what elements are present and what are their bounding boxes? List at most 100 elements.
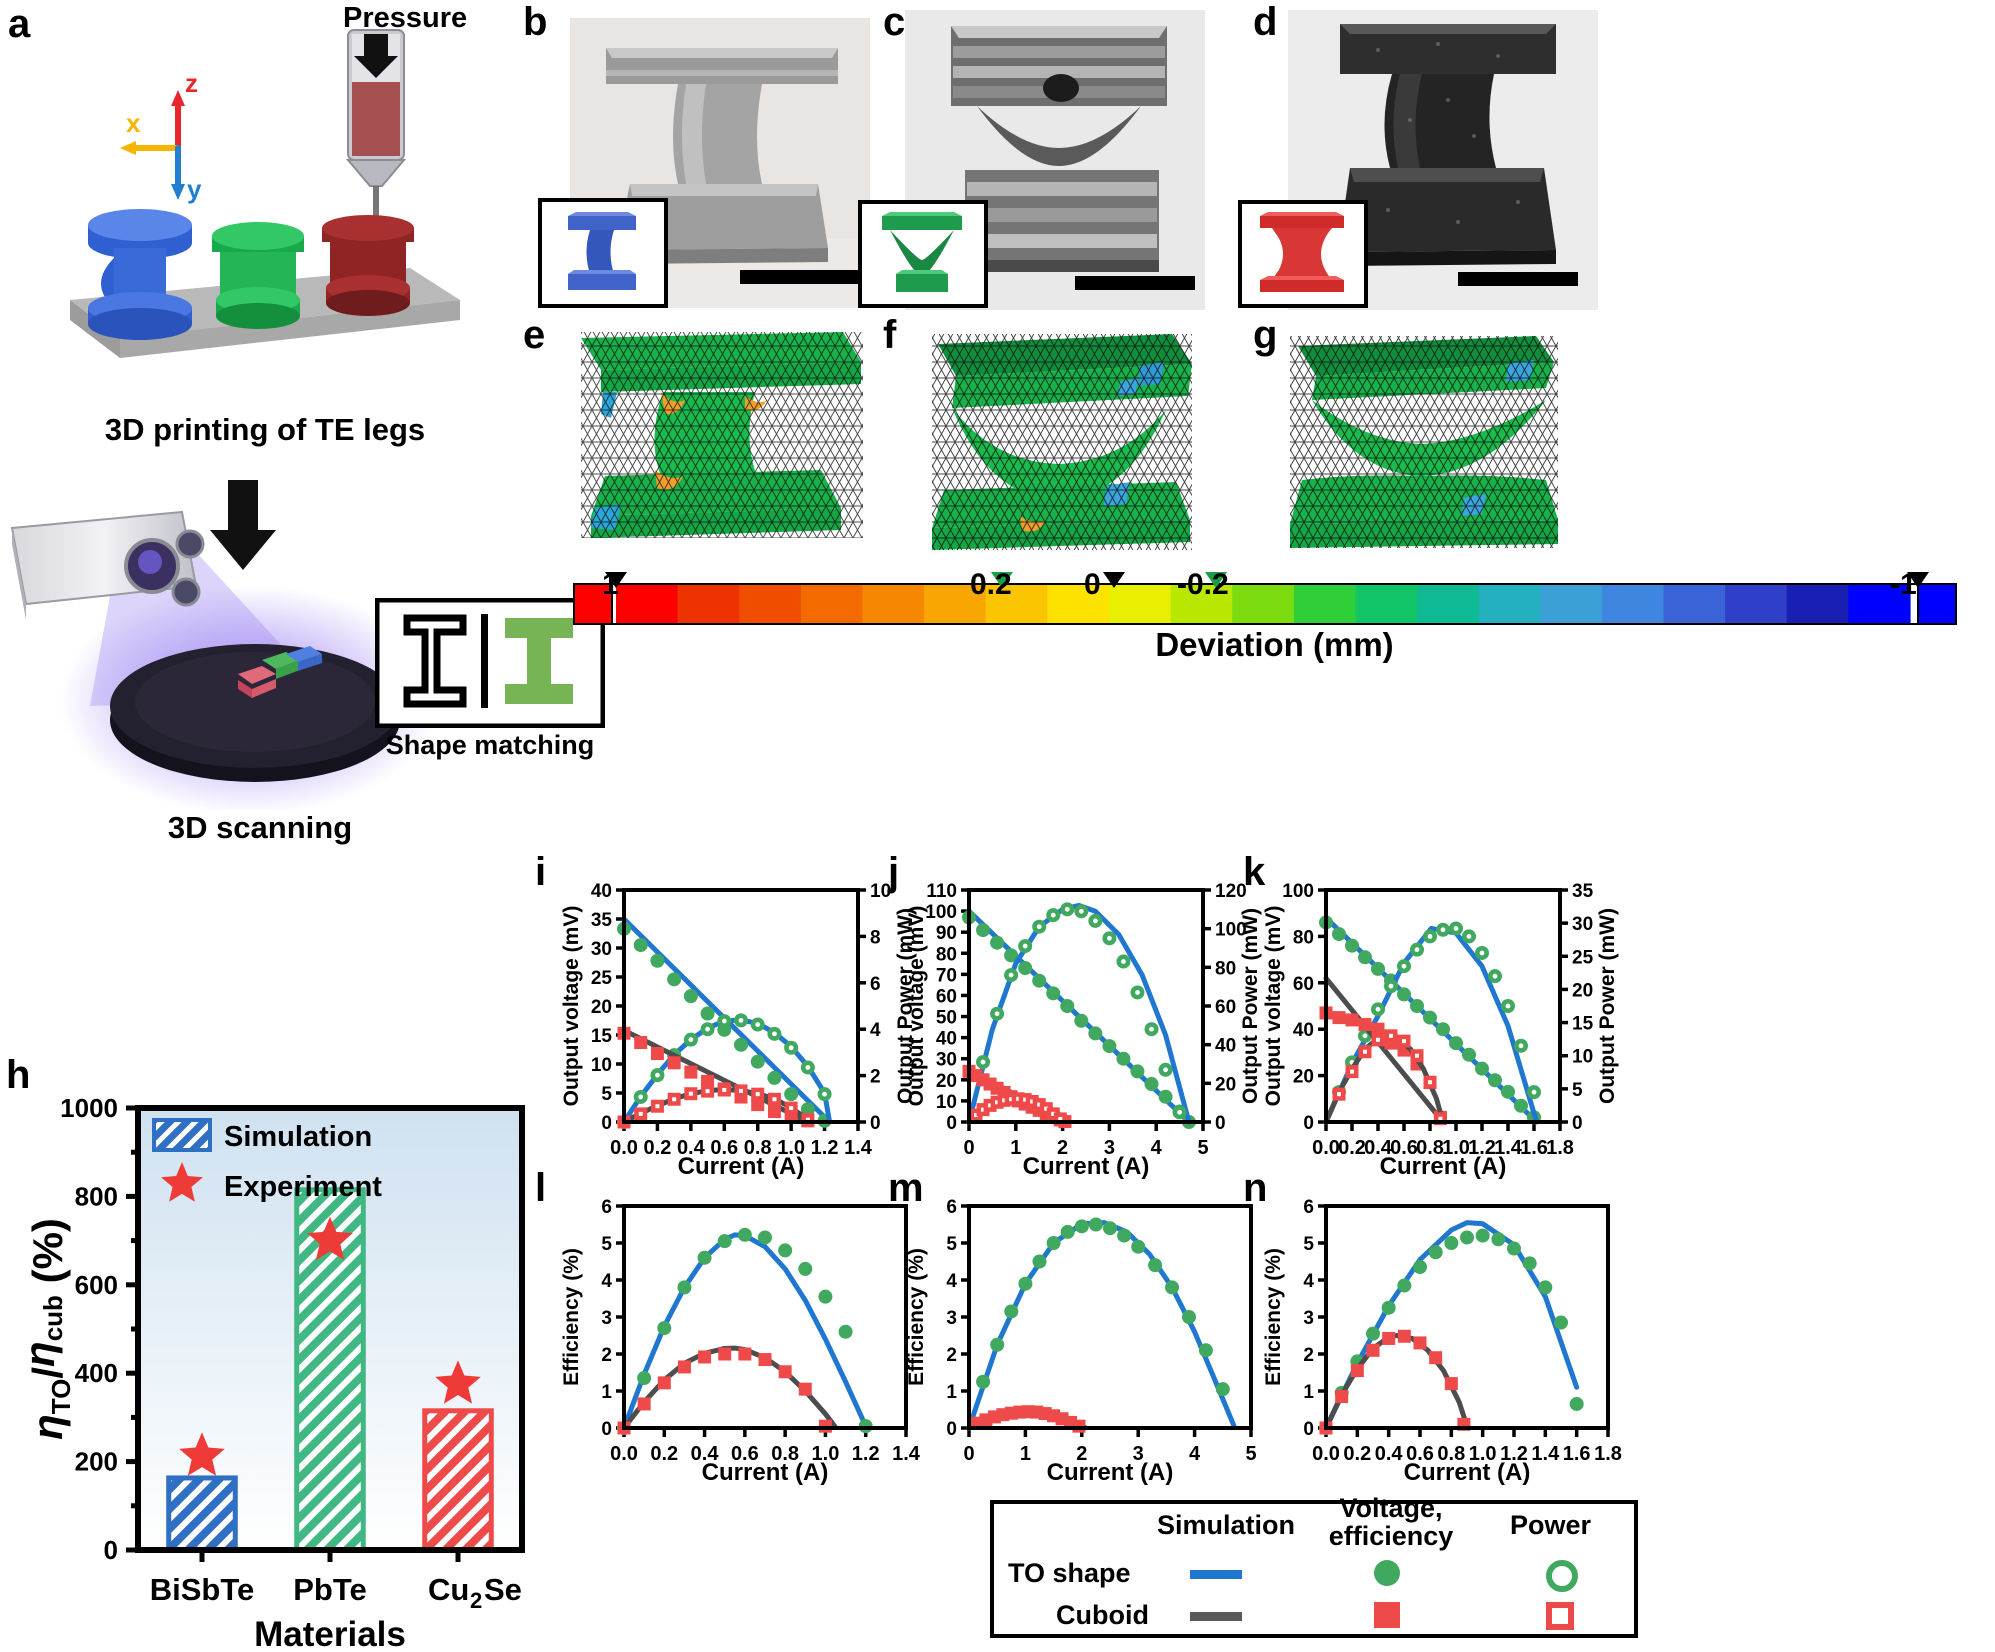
- schematic-3d-scanning: [10, 480, 440, 810]
- svg-text:0.0: 0.0: [610, 1137, 638, 1159]
- svg-text:Efficiency (%): Efficiency (%): [905, 1248, 928, 1386]
- mesh-model-g: [1290, 336, 1558, 548]
- inset-model-red: [1238, 200, 1368, 308]
- cb-tick-m1: -1: [1890, 568, 1917, 601]
- legend-header-voltage-line1: Voltage,: [1339, 1493, 1443, 1523]
- data-point: [1449, 1036, 1463, 1051]
- legend-line-to-shape: [1190, 1570, 1242, 1579]
- data-point: [1130, 1064, 1145, 1079]
- legend-header-voltage-line2: efficiency: [1328, 1521, 1454, 1552]
- svg-text:0: 0: [963, 1137, 974, 1159]
- svg-text:8: 8: [870, 927, 881, 948]
- svg-text:20: 20: [1572, 980, 1593, 1001]
- chart-l[interactable]: 0 1 2 3 4 5 6 0.0 0.2 0.4 0.6 0.8 1.0 1.2 1.4 Current (…: [560, 1196, 920, 1486]
- experiment-star-BiSbTe: [179, 1432, 225, 1476]
- panel-label-g: g: [1253, 313, 1278, 357]
- experiment-star-PbTe: [307, 1216, 353, 1261]
- panel-label-j: j: [888, 850, 900, 894]
- svg-text:0.2: 0.2: [650, 1443, 678, 1465]
- svg-text:0: 0: [946, 1419, 957, 1440]
- svg-text:0.8: 0.8: [1416, 1137, 1444, 1159]
- svg-text:6: 6: [601, 1197, 612, 1218]
- data-point: [637, 1397, 651, 1411]
- svg-text:0.8: 0.8: [771, 1443, 799, 1465]
- data-point: [1046, 1236, 1061, 1250]
- data-point: [1332, 927, 1346, 942]
- legend-marker-filled-green: [1374, 1560, 1400, 1586]
- svg-text:5: 5: [1197, 1137, 1208, 1159]
- data-point: [1088, 1217, 1103, 1232]
- chart-m[interactable]: 0 1 2 3 4 5 6 0 1 2 3 4 5 Current (A) Efficiency (%): [905, 1196, 1265, 1486]
- data-point: [1335, 1390, 1349, 1404]
- chart-k[interactable]: 0 20 40 60 80 100 0 5 10 15 20 25 30 35 0.00.20.40.60.…: [1262, 880, 1622, 1180]
- svg-text:200: 200: [75, 1447, 118, 1477]
- svg-text:0.2: 0.2: [1343, 1443, 1371, 1465]
- svg-text:1.0: 1.0: [777, 1137, 805, 1159]
- data-point: [758, 1230, 772, 1245]
- data-point: [1004, 1304, 1019, 1319]
- svg-text:6: 6: [946, 1197, 957, 1218]
- data-point: [1158, 1089, 1173, 1104]
- data-point: [1429, 1351, 1443, 1365]
- cb-tick-1: 1: [602, 568, 619, 601]
- svg-text:1.2: 1.2: [811, 1137, 839, 1159]
- data-point: [1131, 1239, 1146, 1254]
- data-point: [798, 1261, 813, 1276]
- data-point: [700, 1006, 715, 1021]
- svg-text:600: 600: [75, 1270, 118, 1300]
- data-point: [1444, 1236, 1459, 1250]
- svg-text:Current (A): Current (A): [702, 1459, 829, 1486]
- svg-text:110: 110: [926, 881, 957, 902]
- cb-tick-0p2: 0.2: [970, 568, 1012, 601]
- svg-text:1.4: 1.4: [1531, 1443, 1560, 1465]
- axis-label-z: z: [185, 68, 198, 98]
- svg-text:90: 90: [936, 923, 957, 944]
- svg-text:0.4: 0.4: [691, 1443, 720, 1465]
- svg-text:Output Power (mW): Output Power (mW): [1239, 908, 1262, 1104]
- data-point: [1117, 1228, 1132, 1243]
- chart-j[interactable]: 0102030405060708090100110020406080100120…: [905, 880, 1265, 1180]
- svg-text:40: 40: [591, 881, 612, 902]
- data-point: [1165, 1280, 1180, 1295]
- svg-text:80: 80: [936, 944, 957, 965]
- svg-text:Current (A): Current (A): [1047, 1459, 1174, 1486]
- data-point: [1103, 1221, 1117, 1236]
- data-point: [758, 1353, 772, 1367]
- svg-text:40: 40: [1293, 1020, 1314, 1041]
- svg-text:0.4: 0.4: [677, 1137, 706, 1159]
- data-point: [734, 1037, 748, 1052]
- svg-text:Current (A): Current (A): [1023, 1153, 1150, 1180]
- svg-text:100: 100: [925, 902, 957, 923]
- svg-text:60: 60: [1293, 974, 1314, 995]
- data-point: [990, 1337, 1005, 1352]
- data-point: [1032, 1254, 1047, 1269]
- svg-text:4: 4: [1189, 1443, 1201, 1465]
- svg-text:10: 10: [1572, 1047, 1593, 1068]
- svg-text:PbTe: PbTe: [293, 1572, 367, 1607]
- svg-text:1.2: 1.2: [1500, 1443, 1528, 1465]
- svg-text:Efficiency (%): Efficiency (%): [1262, 1248, 1285, 1386]
- chart-n[interactable]: 0 1 2 3 4 5 6 0.0 0.2 0.4 0.6 0.8 1.0 1.2 1.4 1.6 1.8 Cur…: [1262, 1196, 1622, 1486]
- data-point: [683, 989, 698, 1004]
- svg-text:4: 4: [1151, 1137, 1163, 1159]
- data-point: [1428, 1245, 1443, 1260]
- svg-text:4: 4: [870, 1020, 881, 1041]
- svg-text:1.8: 1.8: [1594, 1443, 1622, 1465]
- legend-marker-open-green: [1546, 1560, 1578, 1592]
- svg-text:20: 20: [591, 997, 612, 1018]
- panel-label-f: f: [883, 313, 897, 357]
- svg-text:0.0: 0.0: [1312, 1137, 1340, 1159]
- data-point: [1350, 1364, 1364, 1378]
- data-point: [818, 1289, 833, 1304]
- svg-text:25: 25: [1572, 947, 1594, 968]
- inset-model-blue: [538, 198, 668, 308]
- data-point: [767, 1070, 782, 1085]
- data-point: [1538, 1280, 1553, 1295]
- svg-text:0: 0: [870, 1113, 881, 1134]
- svg-text:0.2: 0.2: [644, 1137, 672, 1159]
- svg-text:Experiment: Experiment: [224, 1171, 382, 1203]
- svg-text:60: 60: [1215, 997, 1236, 1018]
- bar-chart-h[interactable]: 0 200 400 600 800 1000 BiSbTe PbTe Cu 2 Se Simulati…: [20, 1090, 540, 1650]
- legend-row-label-cuboid: Cuboid: [1056, 1600, 1149, 1630]
